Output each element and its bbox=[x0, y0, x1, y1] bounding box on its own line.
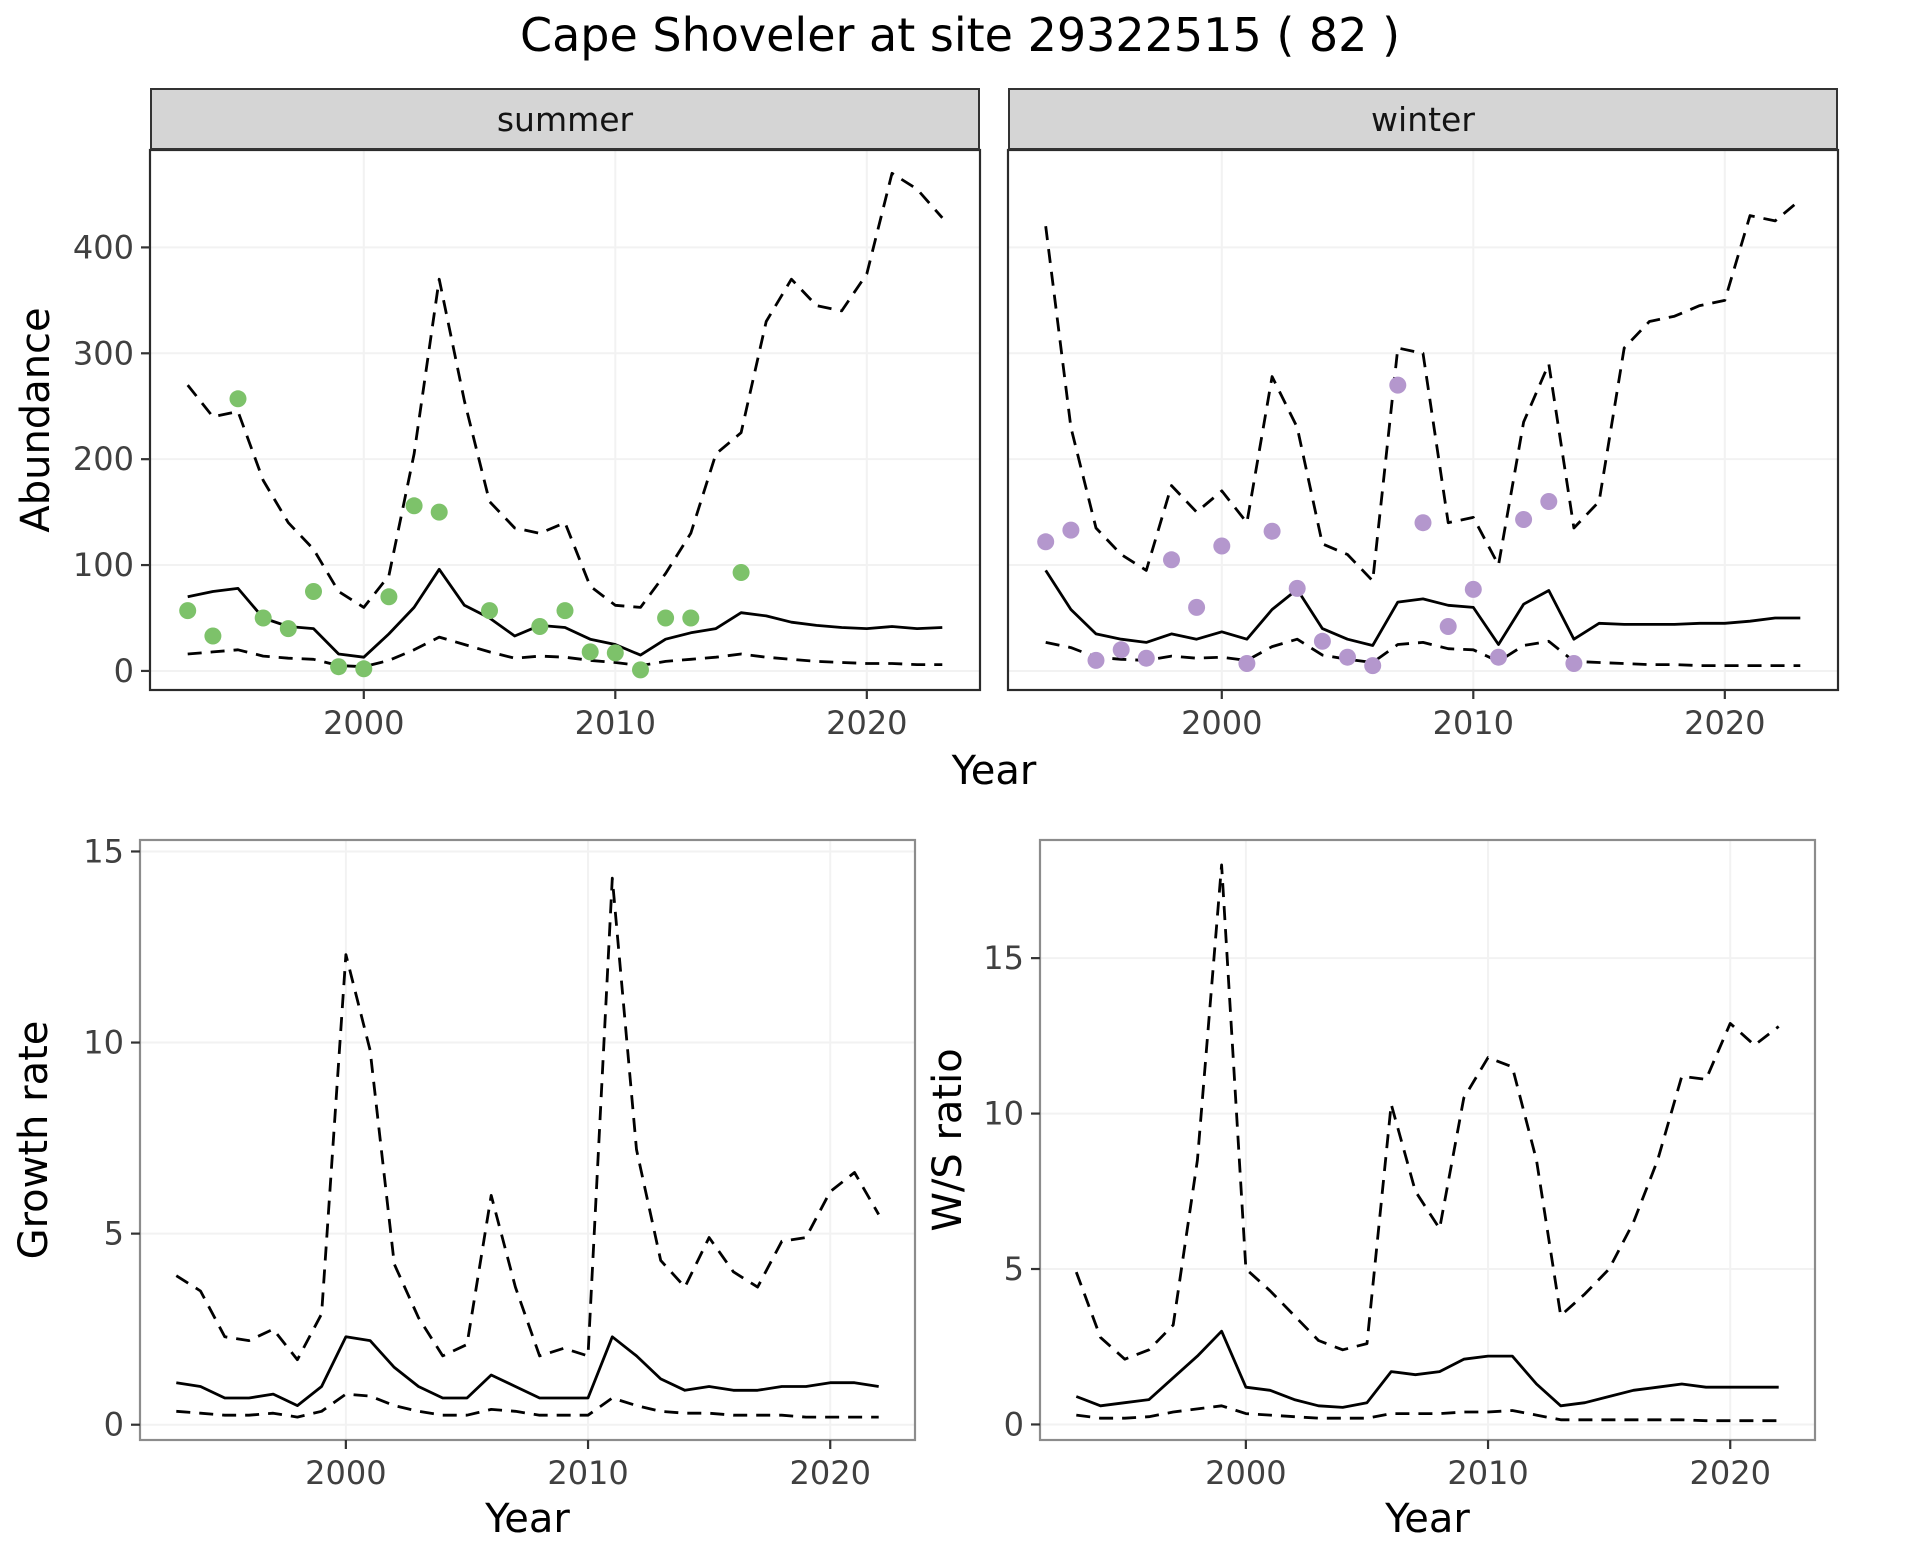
winter-observations-point bbox=[1490, 648, 1507, 666]
growth-rate-median-line bbox=[176, 1335, 879, 1407]
winter-observations-point bbox=[1163, 551, 1180, 569]
x-tick-label: 2020 bbox=[1690, 1454, 1771, 1492]
y-tick-label: 15 bbox=[983, 939, 1024, 977]
x-tick-label: 2020 bbox=[790, 1454, 871, 1492]
summer-observations-point bbox=[405, 497, 423, 515]
winter-observations-point bbox=[1062, 521, 1080, 539]
x-tick-label: 2010 bbox=[547, 1454, 628, 1492]
winter-observations-point bbox=[1313, 632, 1331, 650]
y-axis-title-ws-ratio: W/S ratio bbox=[925, 1048, 971, 1232]
y-tick-label: 400 bbox=[73, 228, 134, 266]
facet-label-summer: summer bbox=[496, 99, 634, 139]
y-axis-title-growth-rate: Growth rate bbox=[11, 1020, 57, 1260]
facet-strip-winter: winter bbox=[1008, 88, 1838, 150]
x-axis-title-bottom-left: Year bbox=[485, 1496, 570, 1542]
summer-observations-point bbox=[606, 644, 624, 662]
winter-observations-point bbox=[1389, 376, 1407, 394]
winter-observations-point bbox=[1213, 537, 1231, 555]
summer-abundance-border bbox=[148, 148, 982, 692]
winter-observations-point bbox=[1037, 533, 1055, 551]
growth-rate-lower95-line bbox=[176, 1392, 879, 1419]
winter-observations-point bbox=[1263, 522, 1281, 540]
summer-observations-point bbox=[305, 583, 322, 600]
summer-observations-point bbox=[732, 564, 750, 581]
summer-observations-point bbox=[632, 661, 649, 679]
growth-rate-panel bbox=[140, 840, 915, 1440]
x-tick-label: 2000 bbox=[323, 704, 404, 742]
summer-observations-point bbox=[556, 602, 574, 620]
x-tick-label: 2010 bbox=[1433, 704, 1514, 742]
y-tick-label: 300 bbox=[73, 334, 134, 372]
ws-ratio-lower95-line bbox=[1076, 1404, 1779, 1423]
x-tick-label: 2020 bbox=[826, 704, 907, 742]
y-tick-label: 200 bbox=[73, 440, 134, 478]
winter-observations-point bbox=[1112, 641, 1130, 659]
summer-observations-point bbox=[581, 643, 599, 661]
x-tick-label: 2010 bbox=[1447, 1454, 1528, 1492]
winter-abundance-border bbox=[1006, 148, 1840, 692]
x-axis-title-bottom-right: Year bbox=[1385, 1496, 1470, 1542]
y-tick-label: 15 bbox=[83, 832, 124, 870]
growth-rate-upper95-line bbox=[175, 876, 880, 1362]
facet-strip-summer: summer bbox=[150, 88, 980, 150]
winter-abundance-median-line bbox=[1044, 569, 1801, 647]
winter-observations-point bbox=[1565, 655, 1583, 672]
summer-observations-point bbox=[481, 602, 498, 620]
y-tick-label: 0 bbox=[114, 652, 134, 690]
y-tick-label: 10 bbox=[983, 1095, 1024, 1133]
chart-title: Cape Shoveler at site 29322515 ( 82 ) bbox=[519, 8, 1401, 62]
winter-abundance-panel bbox=[1008, 150, 1838, 690]
y-tick-label: 10 bbox=[83, 1024, 124, 1062]
winter-observations-point bbox=[1238, 655, 1256, 672]
winter-abundance-upper95-line bbox=[1044, 198, 1802, 583]
summer-observations-point bbox=[380, 588, 398, 606]
winter-observations-point bbox=[1464, 580, 1482, 598]
facet-label-winter: winter bbox=[1371, 99, 1475, 139]
ws-ratio-median-line bbox=[1075, 1329, 1779, 1409]
winter-observations-point bbox=[1540, 493, 1558, 510]
winter-observations-point bbox=[1439, 618, 1457, 635]
x-tick-label: 2000 bbox=[1205, 1454, 1286, 1492]
summer-abundance-lower95-line bbox=[187, 635, 943, 669]
summer-observations-point bbox=[430, 503, 448, 521]
summer-abundance-median-line bbox=[187, 567, 943, 659]
y-tick-label: 5 bbox=[104, 1215, 124, 1253]
y-tick-label: 0 bbox=[1004, 1405, 1024, 1443]
winter-observations-point bbox=[1087, 651, 1105, 669]
winter-abundance-lower95-line bbox=[1045, 637, 1801, 667]
ws-ratio-panel bbox=[1040, 840, 1815, 1440]
winter-observations-point bbox=[1137, 649, 1155, 667]
summer-observations-point bbox=[531, 618, 549, 635]
winter-observations-point bbox=[1188, 598, 1206, 616]
y-axis-title-abundance: Abundance bbox=[13, 307, 59, 533]
x-tick-label: 2010 bbox=[575, 704, 656, 742]
summer-observations-point bbox=[355, 660, 373, 678]
summer-observations-point bbox=[204, 627, 222, 645]
winter-observations-point bbox=[1414, 514, 1432, 532]
x-tick-label: 2020 bbox=[1684, 704, 1765, 742]
winter-observations-point bbox=[1515, 511, 1533, 528]
summer-observations-point bbox=[229, 390, 247, 408]
x-axis-title-top: Year bbox=[951, 748, 1037, 794]
y-tick-label: 0 bbox=[104, 1406, 124, 1444]
summer-abundance-panel bbox=[150, 150, 980, 690]
summer-observations-point bbox=[279, 620, 297, 638]
growth-rate-border bbox=[138, 838, 917, 1442]
summer-observations-point bbox=[254, 609, 272, 627]
y-tick-label: 5 bbox=[1004, 1250, 1024, 1288]
winter-observations-point bbox=[1364, 657, 1382, 675]
winter-observations-point bbox=[1339, 648, 1356, 666]
y-tick-label: 100 bbox=[73, 546, 134, 584]
x-tick-label: 2000 bbox=[1181, 704, 1262, 742]
x-tick-label: 2000 bbox=[305, 1454, 386, 1492]
winter-observations-point bbox=[1288, 579, 1306, 597]
summer-observations-point bbox=[330, 658, 348, 676]
summer-observations-point bbox=[657, 609, 675, 627]
summer-observations-point bbox=[682, 609, 700, 627]
summer-observations-point bbox=[179, 602, 197, 620]
ws-ratio-upper95-line bbox=[1074, 863, 1780, 1361]
ws-ratio-border bbox=[1038, 838, 1817, 1442]
